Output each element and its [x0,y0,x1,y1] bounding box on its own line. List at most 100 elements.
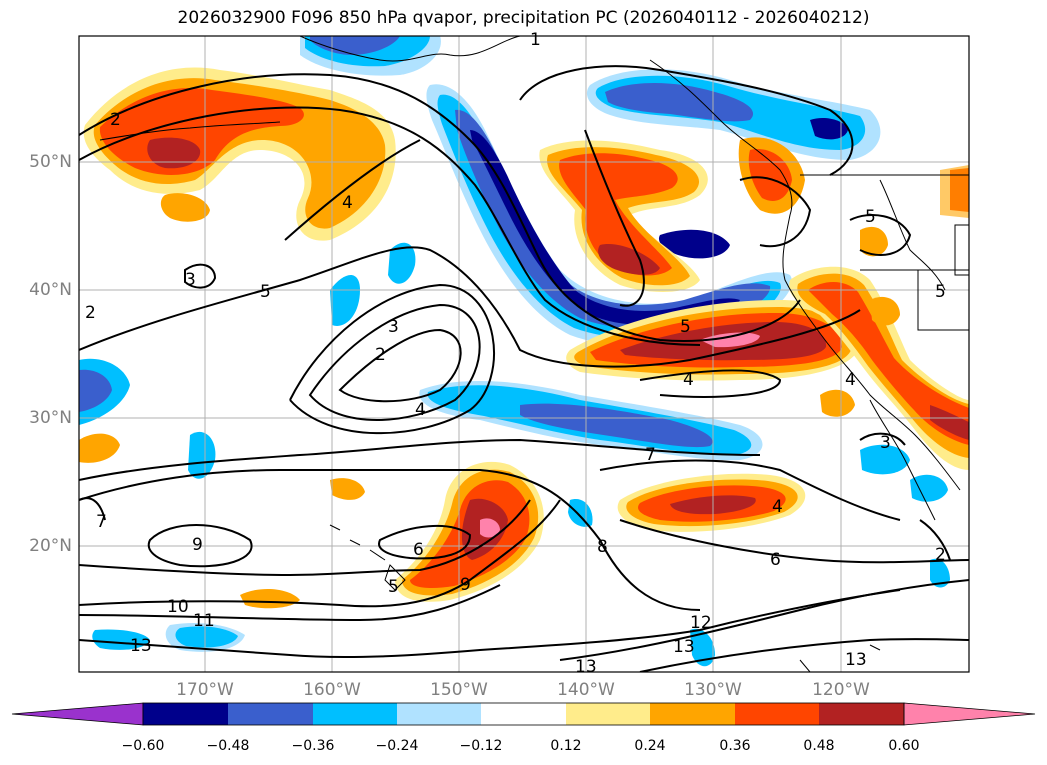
contour-9 [79,499,531,577]
contour-2-north [79,73,801,342]
coast-aleutians [99,121,281,141]
shade-sub-pos5 [480,518,500,538]
contour-label: 6 [770,550,781,570]
shade-mid-neg [658,229,730,259]
contour-label: 8 [597,537,608,557]
contour-label: 9 [460,575,471,595]
contour-label: 3 [185,270,196,290]
contour-label: 3 [880,433,891,453]
colorbar [11,702,1036,726]
contour-4-north [284,139,421,241]
contour-label: 4 [415,400,426,420]
colorbar-segment [566,703,650,725]
contour-2-e [919,519,951,561]
colorbar-segment [735,703,819,725]
lon-label-150w: 150°W [430,680,488,700]
coast-baja [869,399,936,521]
coast-interior [879,179,946,291]
colorbar-label: −0.60 [121,738,165,754]
contour-label: 5 [260,282,271,302]
colorbar-segment [397,703,481,725]
contour-9-loop [147,524,253,568]
shade-right-pos1 [940,165,969,218]
contour-sub-1 [599,459,901,521]
contour-label: 13 [673,637,695,657]
lat-label-50n: 50°N [29,152,72,172]
contour-10 [79,499,561,608]
shade-e-neg [860,444,910,475]
colorbar-segment [481,703,566,725]
coastlines [99,36,969,672]
contour-label: 4 [342,193,353,213]
shade-e-neg3 [930,558,950,588]
lon-label-170w: 170°W [176,680,234,700]
qvapor-contours [79,65,969,672]
contour-label: 3 [388,317,399,337]
contour-ne-3 [739,176,812,248]
plot-frame [78,35,970,673]
contour-ne-2 [584,129,645,307]
contour-label: 4 [683,370,694,390]
contour-loop-3 [184,263,217,289]
contour-labels: 2 2 3 5 4 3 2 4 5 4 7 8 6 4 3 9 7 10 11 … [85,30,946,677]
contour-label: 2 [375,345,386,365]
contour-13 [79,589,901,659]
contour-label: 7 [96,512,107,532]
colorbar-label: 0.24 [634,738,666,754]
shade-dot-neg [188,431,216,479]
colorbar-segment [650,703,735,725]
coast-bc [649,59,961,491]
contour-label: 13 [845,650,867,670]
lat-label-40n: 40°N [29,280,72,300]
contour-11 [79,584,501,622]
shade-30n-neg3 [520,403,713,448]
contour-label: 7 [645,445,656,465]
contour-label: 5 [680,317,691,337]
shade-coast-pos3 [808,282,969,445]
lat-label-20n: 20°N [29,536,72,556]
colorbar-extend-right [903,702,1036,726]
contour-4-east [639,369,782,398]
contour-6-loop [378,524,472,560]
contour-inner-3 [308,303,481,421]
contour-label: 2 [935,545,946,565]
colorbar-segment [228,703,313,725]
shade-e-pos3 [870,296,900,326]
contour-label: 2 [85,303,96,323]
contour-4-mid [289,283,495,435]
contour-inner-2 [338,328,462,403]
shade-trough-neg2 [437,94,781,339]
contour-label: 13 [130,636,152,656]
shade-coast-pos4 [930,405,969,440]
contour-label: 9 [192,535,203,555]
coast-alaska [299,36,521,62]
gridlines [79,36,969,672]
contour-label: 13 [575,657,597,677]
shade-west-neg2 [79,369,112,412]
colorbar-label: 0.12 [550,738,582,754]
colorbar-extend-left [11,702,144,726]
contour-label: 6 [413,540,424,560]
contour-3-north [79,106,701,346]
contour-12 [559,579,969,661]
colorbar-label: −0.12 [459,738,503,754]
colorbar-label: −0.36 [291,738,335,754]
contour-3-e [859,432,906,446]
shade-nw-pos4 [147,137,201,169]
contour-sub-2 [619,519,969,564]
map-title: 2026032900 F096 850 hPa qvapor, precipit… [177,8,870,28]
colorbar-label: −0.24 [375,738,419,754]
lon-label-160w: 160°W [303,680,361,700]
colorbar-label: −0.48 [206,738,250,754]
shade-w-neg3 [330,275,360,326]
contour-label: 5 [865,207,876,227]
contour-ne-4 [849,214,912,256]
shade-s-pos2 [330,478,365,500]
lon-label-120w: 120°W [812,680,870,700]
shade-ne-neg3 [605,83,754,122]
contour-5 [79,246,861,368]
contour-label: 4 [772,497,783,517]
colorbar-segment [313,703,397,725]
lat-label-30n: 30°N [29,408,72,428]
